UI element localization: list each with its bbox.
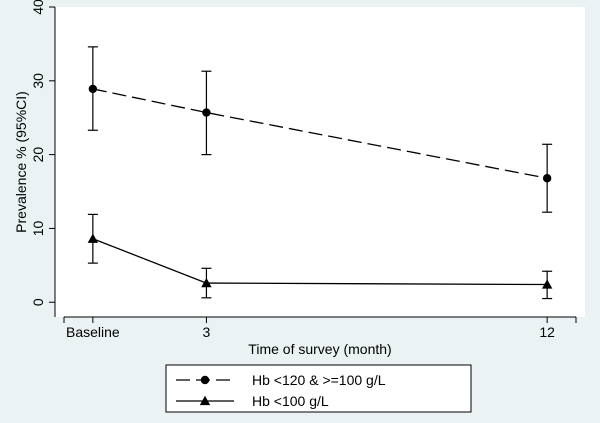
plot-area — [55, 7, 585, 317]
x-axis-title: Time of survey (month) — [248, 341, 391, 357]
x-axis-ticks: Baseline 3 12 — [63, 317, 577, 340]
y-tick-label: 10 — [30, 220, 46, 236]
series-layer — [87, 46, 553, 300]
legend: Hb <120 & >=100 g/L Hb <100 g/L — [165, 364, 472, 413]
series-1 — [87, 46, 553, 213]
legend-item-2: Hb <100 g/L — [176, 393, 329, 409]
data-point — [541, 279, 553, 289]
legend-label: Hb <120 & >=100 g/L — [252, 372, 386, 388]
legend-items: Hb <120 & >=100 g/L Hb <100 g/L — [176, 372, 386, 409]
legend-label: Hb <100 g/L — [252, 393, 329, 409]
data-point — [87, 233, 99, 243]
x-tick-label: 12 — [539, 324, 555, 340]
series-2 — [87, 213, 553, 300]
legend-marker — [199, 395, 211, 406]
data-point — [201, 277, 212, 288]
data-point — [202, 108, 211, 117]
y-tick-label: 30 — [30, 73, 46, 89]
y-tick-label: 40 — [30, 0, 46, 15]
y-axis-title: Prevalence % (95%CI) — [13, 91, 29, 233]
y-tick-label: 20 — [30, 147, 46, 163]
x-tick-label: Baseline — [66, 324, 120, 340]
x-tick-label: 3 — [203, 324, 211, 340]
legend-item-1: Hb <120 & >=100 g/L — [176, 372, 386, 388]
data-point — [88, 84, 98, 94]
y-axis-ticks: 0 10 20 30 40 — [30, 0, 55, 306]
series-line — [92, 88, 548, 179]
data-point — [542, 174, 552, 183]
y-tick-label: 0 — [30, 298, 46, 306]
legend-marker — [200, 375, 210, 385]
legend-box — [165, 364, 472, 413]
